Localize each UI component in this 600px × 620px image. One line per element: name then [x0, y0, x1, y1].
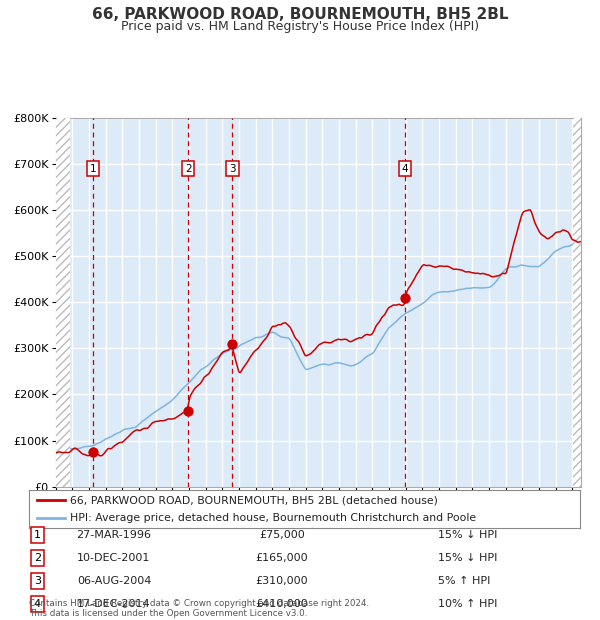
Text: 4: 4 — [402, 164, 409, 174]
Bar — [56, 118, 70, 487]
Text: 27-MAR-1996: 27-MAR-1996 — [77, 530, 151, 540]
Text: Price paid vs. HM Land Registry's House Price Index (HPI): Price paid vs. HM Land Registry's House … — [121, 20, 479, 33]
Point — [227, 339, 237, 348]
Text: 15% ↓ HPI: 15% ↓ HPI — [438, 530, 497, 540]
Text: Contains HM Land Registry data © Crown copyright and database right 2024.
This d: Contains HM Land Registry data © Crown c… — [29, 599, 369, 618]
Text: 06-AUG-2004: 06-AUG-2004 — [77, 576, 151, 586]
Text: 15% ↓ HPI: 15% ↓ HPI — [438, 553, 497, 563]
Text: 66, PARKWOOD ROAD, BOURNEMOUTH, BH5 2BL (detached house): 66, PARKWOOD ROAD, BOURNEMOUTH, BH5 2BL … — [70, 495, 438, 505]
Text: 3: 3 — [34, 576, 41, 586]
Text: 1: 1 — [34, 530, 41, 540]
Point — [400, 293, 410, 303]
Text: 3: 3 — [229, 164, 236, 174]
Text: HPI: Average price, detached house, Bournemouth Christchurch and Poole: HPI: Average price, detached house, Bour… — [70, 513, 476, 523]
Text: £310,000: £310,000 — [256, 576, 308, 586]
Text: 66, PARKWOOD ROAD, BOURNEMOUTH, BH5 2BL: 66, PARKWOOD ROAD, BOURNEMOUTH, BH5 2BL — [92, 7, 508, 22]
Text: £165,000: £165,000 — [256, 553, 308, 563]
Text: 2: 2 — [34, 553, 41, 563]
Bar — [574, 118, 581, 487]
Point — [88, 447, 98, 457]
Point — [184, 405, 193, 415]
Text: 1: 1 — [89, 164, 96, 174]
Text: £410,000: £410,000 — [256, 599, 308, 609]
Text: 2: 2 — [185, 164, 191, 174]
Text: 5% ↑ HPI: 5% ↑ HPI — [438, 576, 490, 586]
Text: 10% ↑ HPI: 10% ↑ HPI — [438, 599, 497, 609]
Text: 17-DEC-2014: 17-DEC-2014 — [77, 599, 151, 609]
Text: 10-DEC-2001: 10-DEC-2001 — [77, 553, 151, 563]
Text: 4: 4 — [34, 599, 41, 609]
Text: £75,000: £75,000 — [259, 530, 305, 540]
